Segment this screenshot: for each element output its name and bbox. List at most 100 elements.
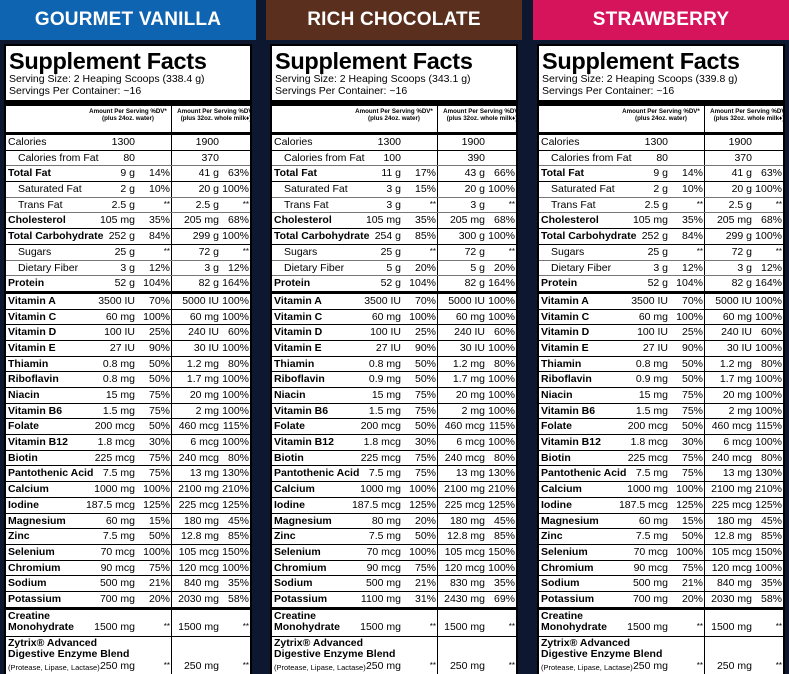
- amount-water: 80: [656, 151, 668, 164]
- nutrient-row: Sodium 500 mg 21% 830 mg 35%: [272, 576, 516, 592]
- amount-milk: 30 IU: [726, 341, 752, 354]
- nutrient-name: Sodium: [274, 577, 313, 590]
- creatine-row: Creatine Monohydrate 1500 mg ** 1500 mg **: [539, 609, 783, 637]
- dv-water: 10%: [148, 183, 170, 196]
- column-divider: [171, 482, 172, 497]
- amount-milk: 5000 IU: [448, 294, 485, 307]
- dv-milk: 20%: [493, 261, 515, 274]
- amount-milk: 370: [734, 151, 752, 164]
- amount-milk: 72 g: [731, 245, 752, 258]
- amount-milk: 120 mcg: [711, 561, 752, 574]
- column-divider: [704, 591, 705, 607]
- column-divider: [437, 276, 438, 291]
- amount-water: 7.5 mg: [102, 467, 135, 480]
- amount-water: 225 mcg: [360, 451, 401, 464]
- nutrient-name: Vitamin C: [541, 310, 590, 323]
- column-divider: [171, 450, 172, 466]
- amount-milk: 2100 mg: [178, 483, 219, 496]
- zytrix-name: Zytrix® Advanced Digestive Enzyme Blend (P…: [8, 636, 130, 672]
- amount-water: 11 g: [381, 167, 401, 180]
- amount-milk: 460 mcg: [444, 420, 485, 433]
- zytrix-values: 250 mg ** 250 mg **: [272, 659, 516, 673]
- nutrient-row: Sugars 25 g ** 72 g **: [6, 244, 250, 261]
- column-divider: [704, 636, 705, 674]
- nutrient-row: Protein 52 g 104% 82 g 164%: [272, 276, 516, 294]
- amount-water: 15 mg: [638, 389, 668, 401]
- nutrient-name: Vitamin A: [274, 294, 322, 307]
- nutrient-row: Zinc 7.5 mg 50% 12.8 mg 85%: [539, 529, 783, 545]
- column-divider: [704, 482, 705, 497]
- zytrix-value: **: [696, 660, 703, 670]
- nutrient-name: Saturated Fat: [18, 183, 82, 196]
- column-divider: [437, 293, 438, 309]
- dv-milk: 164%: [755, 277, 782, 290]
- dv-water: 75%: [148, 404, 170, 417]
- nutrient-row: Sodium 500 mg 21% 840 mg 35%: [539, 576, 783, 592]
- dv-water: 125%: [676, 498, 703, 511]
- supplement-facts-label: Supplement Facts Serving Size: 2 Heaping …: [537, 44, 785, 674]
- dv-water: 70%: [681, 294, 703, 307]
- amount-milk: 300 g: [458, 230, 485, 243]
- nutrient-row: Riboflavin 0.8 mg 50% 1.7 mg 100%: [6, 372, 250, 388]
- nutrient-row: Magnesium 60 mg 15% 180 mg 45%: [6, 513, 250, 530]
- column-divider: [171, 197, 172, 213]
- amount-water: 90 mcg: [633, 561, 668, 574]
- nutrient-row: Total Fat 9 g 14% 41 g 63%: [6, 166, 250, 183]
- amount-milk: 205 mg: [716, 214, 752, 227]
- nutrient-name: Calories from Fat: [18, 151, 99, 164]
- dv-milk: 35%: [760, 577, 782, 590]
- column-divider: [437, 591, 438, 607]
- nutrient-name: Pantothenic Acid: [8, 467, 94, 480]
- nutrient-row: Thiamin 0.8 mg 50% 1.2 mg 80%: [6, 356, 250, 373]
- amount-milk: 205 mg: [449, 214, 485, 227]
- dv-milk: 210%: [488, 483, 515, 496]
- dv-milk: 58%: [227, 592, 249, 605]
- amount-water: 60 mg: [105, 310, 135, 323]
- amount-milk: 5 g: [470, 261, 485, 274]
- nutrient-name: Cholesterol: [8, 214, 66, 227]
- nutrient-name: Sugars: [551, 245, 585, 258]
- dv-water: 21%: [414, 577, 436, 590]
- amount-water: 200 mcg: [360, 420, 401, 433]
- zytrix-value: 250 mg: [716, 659, 752, 672]
- dv-milk: 115%: [222, 420, 249, 433]
- nutrient-name: Dietary Fiber: [18, 261, 79, 274]
- amount-water: 225 mcg: [627, 451, 668, 464]
- dv-water: **: [696, 246, 703, 256]
- dv-milk: 100%: [755, 294, 782, 307]
- nutrient-row: Potassium 1100 mg 31% 2430 mg 69%: [272, 591, 516, 610]
- nutrient-name: Niacin: [541, 389, 573, 401]
- creatine-value: **: [429, 621, 436, 631]
- nutrient-row: Biotin 225 mcg 75% 240 mcg 80%: [272, 450, 516, 467]
- column-divider: [704, 325, 705, 340]
- amount-water: 3500 IU: [631, 294, 668, 307]
- amount-water: 200 mcg: [94, 420, 135, 433]
- dv-milk: 210%: [755, 483, 782, 496]
- column-divider: [704, 229, 705, 244]
- amount-milk: 2.5 g: [728, 198, 752, 211]
- amount-milk: 840 mg: [183, 577, 219, 590]
- amount-milk: 1.7 mg: [452, 373, 485, 386]
- column-divider: [171, 325, 172, 340]
- column-divider: [704, 135, 705, 150]
- zytrix-subtext: (Protease, Lipase, Lactase): [541, 662, 633, 672]
- dv-milk: 66%: [493, 167, 515, 180]
- column-divider: [437, 372, 438, 387]
- amount-water: 254 g: [374, 230, 401, 243]
- column-divider: [704, 309, 705, 325]
- nutrient-name: Riboflavin: [8, 373, 59, 386]
- amount-milk: 12.8 mg: [714, 530, 752, 543]
- amount-milk: 2030 mg: [711, 592, 752, 605]
- amount-milk: 240 mcg: [178, 451, 219, 464]
- amount-water: 105 mg: [365, 214, 401, 227]
- amount-water: 1.8 mcg: [97, 436, 135, 449]
- dv-water: 100%: [676, 545, 703, 558]
- amount-water: 9 g: [653, 167, 668, 180]
- column-divider: [437, 182, 438, 197]
- nutrient-row: Trans Fat 3 g ** 3 g **: [272, 197, 516, 214]
- nutrient-row: Zinc 7.5 mg 50% 12.8 mg 85%: [272, 529, 516, 545]
- column-divider: [171, 403, 172, 419]
- dv-milk: 100%: [488, 561, 515, 574]
- dv-water: 17%: [414, 167, 436, 180]
- column-divider: [437, 403, 438, 419]
